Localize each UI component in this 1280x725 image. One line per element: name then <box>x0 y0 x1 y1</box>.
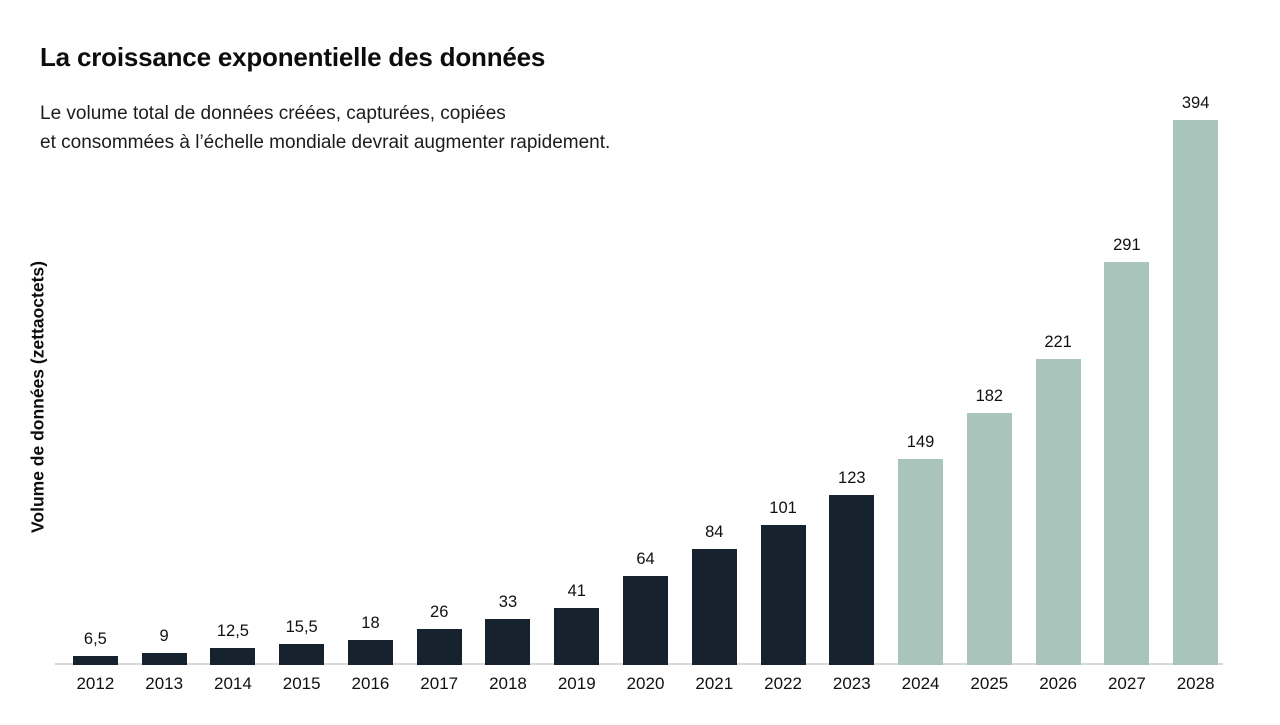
bar-2027 <box>1104 262 1150 665</box>
bar-column: 9 <box>130 627 199 665</box>
bar-value-label: 64 <box>636 550 655 568</box>
bar-value-label: 6,5 <box>83 630 107 648</box>
bar-column: 149 <box>886 433 955 665</box>
bar-2028 <box>1173 120 1219 665</box>
x-axis-label: 2013 <box>145 674 184 693</box>
x-axis-label: 2022 <box>764 674 802 693</box>
bar-value-label: 9 <box>159 627 169 645</box>
x-axis-label: 2014 <box>214 674 252 693</box>
chart-subtitle: Le volume total de données créées, captu… <box>40 99 610 157</box>
bar-2022 <box>760 525 806 665</box>
bar-2013 <box>141 653 187 665</box>
bar-column: 182 <box>955 387 1024 665</box>
bar-column: 64 <box>611 550 680 665</box>
x-axis-label: 2016 <box>351 674 390 693</box>
bar-column: 6,5 <box>61 630 130 665</box>
x-axis-label: 2019 <box>557 674 596 693</box>
bars-row: 6,5 9 12,5 15,5 18 26 33 41 64 84 101 123 149 182 221 2… <box>61 94 1230 665</box>
bar-column: 12,5 <box>199 622 268 665</box>
bar-2019 <box>554 608 600 665</box>
x-axis-label: 2028 <box>1176 674 1215 693</box>
x-axis-label: 2015 <box>282 674 321 693</box>
chart-subtitle-line-2: et consommées à l’échelle mondiale devra… <box>40 132 611 153</box>
chart-title: La croissance exponentielle des données <box>40 42 546 72</box>
x-axis-label: 2018 <box>489 674 527 693</box>
bar-2018 <box>485 619 531 665</box>
x-axis-label: 2027 <box>1107 674 1146 693</box>
bar-2016 <box>347 640 393 665</box>
x-axis-label: 2020 <box>626 674 665 693</box>
bar-value-label: 394 <box>1181 94 1210 112</box>
x-axis-label: 2024 <box>901 674 940 693</box>
x-axis-labels: 2012 2013 2014 2015 2016 2017 2018 2019 2020 2021… <box>61 674 1230 694</box>
bar-2015 <box>279 644 325 665</box>
bar-2020 <box>623 576 668 665</box>
x-axis-label: 2023 <box>832 674 871 693</box>
bar-column: 123 <box>817 469 886 665</box>
bar-2021 <box>691 549 737 665</box>
x-axis-label: 2012 <box>76 674 115 693</box>
bar-value-label: 123 <box>838 469 866 487</box>
bar-column: 15,5 <box>267 618 336 665</box>
bar-2026 <box>1035 359 1081 665</box>
bar-value-label: 149 <box>906 433 935 451</box>
bar-2023 <box>829 495 875 665</box>
x-axis-label: 2026 <box>1039 674 1078 693</box>
bar-column: 26 <box>405 603 474 665</box>
bar-column: 84 <box>680 523 749 665</box>
bar-value-label: 221 <box>1044 333 1072 351</box>
chart-subtitle-line-1: Le volume total de données créées, captu… <box>40 103 506 124</box>
bar-column: 101 <box>749 499 818 665</box>
bar-column: 18 <box>336 614 405 665</box>
x-axis-label: 2021 <box>695 674 734 693</box>
bar-column: 33 <box>474 593 543 665</box>
bar-value-label: 41 <box>567 582 586 600</box>
bar-value-label: 101 <box>769 499 797 517</box>
bar-column: 394 <box>1161 94 1230 665</box>
bar-value-label: 33 <box>498 593 518 611</box>
bar-value-label: 291 <box>1113 236 1141 254</box>
bar-2024 <box>898 459 944 665</box>
x-axis-label: 2025 <box>970 674 1009 693</box>
bar-value-label: 26 <box>430 603 449 621</box>
bar-value-label: 12,5 <box>216 622 249 640</box>
bar-2025 <box>966 413 1012 665</box>
bar-2012 <box>72 656 118 665</box>
bar-column: 291 <box>1092 236 1161 665</box>
x-axis-label: 2017 <box>420 674 459 693</box>
bar-value-label: 18 <box>361 614 380 632</box>
bar-value-label: 84 <box>705 523 724 541</box>
bar-column: 221 <box>1024 333 1093 665</box>
bar-value-label: 182 <box>975 387 1004 405</box>
bar-2014 <box>210 648 256 665</box>
bar-2017 <box>416 629 462 665</box>
bar-value-label: 15,5 <box>285 618 318 636</box>
bar-column: 41 <box>542 582 611 665</box>
